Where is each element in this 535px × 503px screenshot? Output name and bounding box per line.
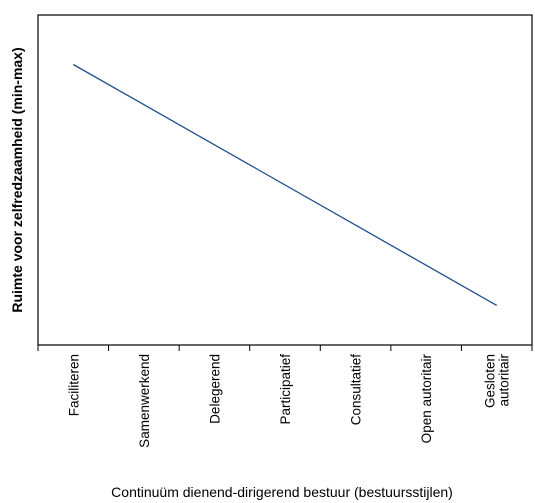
x-tick-label: Delegerend bbox=[207, 354, 222, 424]
x-axis-ticks bbox=[37, 345, 533, 351]
x-tick-label-line: Gesloten bbox=[483, 354, 498, 408]
x-axis-label: Continuüm dienend-dirigerend bestuur (be… bbox=[111, 484, 453, 500]
y-axis-label: Ruimte voor zelfredzaamheid (min-max) bbox=[9, 47, 25, 312]
x-tick-label: Participatief bbox=[278, 354, 293, 425]
x-tick-label-line: Faciliteren bbox=[66, 354, 81, 416]
plot-frame bbox=[37, 14, 533, 346]
x-tick-label: Open autoritair bbox=[419, 354, 434, 444]
x-tick-label-line: autoritair bbox=[497, 354, 512, 407]
x-tick-label-line: Delegerend bbox=[207, 354, 222, 424]
x-tick-label-line: Consultatief bbox=[349, 354, 364, 426]
x-tick-label-line: Samenwerkend bbox=[137, 354, 152, 448]
x-tick-label-line: Participatief bbox=[278, 354, 293, 425]
series-layer bbox=[72, 63, 498, 306]
x-tick-label: Faciliteren bbox=[66, 354, 81, 416]
x-axis-tick-labels: Faciliteren Samenwerkend Delegerend Partici… bbox=[66, 354, 511, 448]
x-tick-label-line: Open autoritair bbox=[419, 354, 434, 444]
x-tick-label: Consultatief bbox=[349, 354, 364, 426]
series-line bbox=[72, 63, 498, 306]
x-tick-label: Gesloten autoritair bbox=[483, 354, 512, 409]
x-tick-label: Samenwerkend bbox=[137, 354, 152, 448]
